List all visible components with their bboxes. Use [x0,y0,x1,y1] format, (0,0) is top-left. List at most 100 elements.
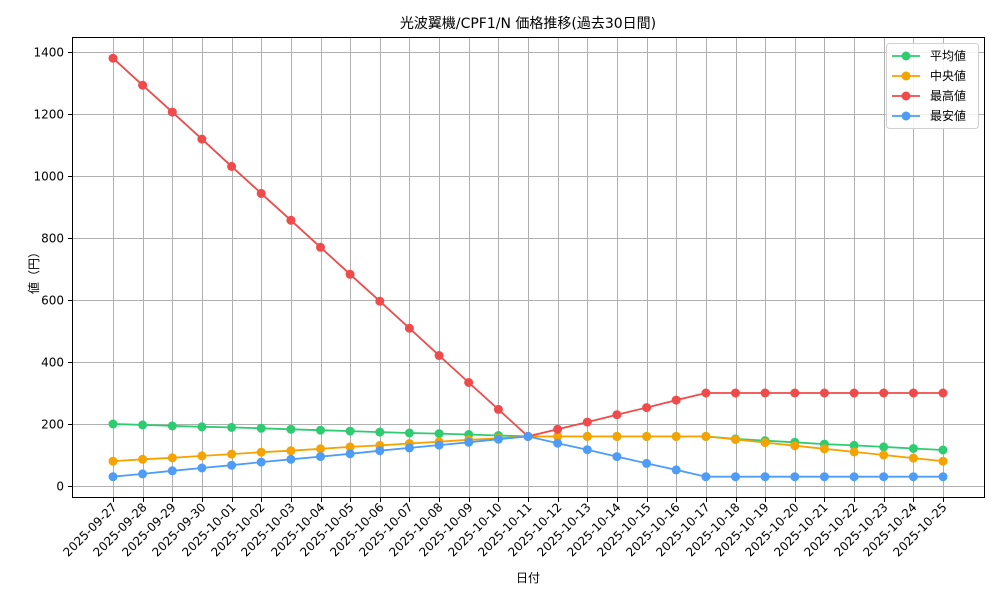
legend-label: 平均値 [930,48,966,63]
data-point [108,456,118,466]
data-point [138,469,148,479]
series-line [108,431,948,482]
data-point [256,457,266,467]
legend-item: 最安値 [892,108,966,123]
data-point [582,417,592,427]
data-point [197,451,207,461]
data-point [582,445,592,455]
x-axis-title: 日付 [516,571,540,585]
data-point [434,429,444,439]
data-point [167,466,177,476]
data-point [286,454,296,464]
legend-label: 中央値 [930,68,966,83]
y-tick-label: 1000 [33,170,64,184]
data-point [345,449,355,459]
data-point [256,188,266,198]
data-point [642,403,652,413]
data-point [375,446,385,456]
data-point [108,472,118,482]
data-point [879,472,889,482]
data-point [879,388,889,398]
y-axis: 0 200 400 600 800 1000 1200 1400 [33,46,73,494]
data-point [167,421,177,431]
y-tick-label: 600 [41,294,64,308]
legend-label: 最安値 [930,108,966,123]
data-point [731,435,740,444]
data-point [849,447,859,457]
data-point [227,161,237,171]
data-point [908,472,918,482]
data-point [908,444,918,453]
data-point [227,422,237,432]
data-point [493,434,503,444]
data-point [316,444,325,454]
data-point [108,419,118,429]
data-point [671,431,681,441]
legend-marker-icon [901,71,911,81]
data-point [553,431,563,441]
data-point [582,431,592,441]
data-point [612,431,622,441]
data-point [849,440,859,450]
series-line [108,53,948,441]
data-point [404,428,414,438]
data-point [345,442,355,452]
data-point [938,445,948,455]
data-point [642,431,652,441]
data-point [908,453,918,463]
grid-lines [72,37,985,498]
legend-marker-icon [901,111,911,121]
data-point [375,296,385,306]
data-point [760,472,770,482]
data-point [879,442,889,452]
data-point [938,388,948,398]
data-point [375,427,385,437]
data-point [434,440,444,450]
data-point [790,441,800,451]
data-point [671,465,681,475]
data-point [612,410,622,420]
data-point [256,447,266,457]
legend-label: 最高値 [930,88,966,103]
data-point [227,449,237,459]
data-point [849,472,859,482]
data-point [316,242,325,252]
data-point [197,134,207,144]
data-point [701,388,711,398]
data-point [345,426,355,436]
y-tick-label: 400 [41,356,64,370]
data-point [938,456,948,466]
data-point [256,423,266,433]
data-point [167,107,177,117]
data-point [819,472,829,482]
data-point [197,463,207,473]
legend-marker-icon [901,91,911,101]
data-point [404,443,414,453]
data-point [790,472,800,482]
legend-box [886,43,979,129]
data-point [760,388,770,398]
data-point [819,388,829,398]
data-point [227,460,237,470]
y-tick-label: 0 [56,480,64,494]
y-tick-label: 1400 [33,46,64,60]
x-axis: 2025-09-272025-09-282025-09-292025-09-30… [60,497,950,559]
data-point [464,378,474,387]
data-point [701,431,711,441]
data-point [819,444,829,454]
data-point [138,420,148,430]
data-point [286,424,296,434]
y-tick-label: 200 [41,418,64,432]
data-point [493,404,503,414]
data-point [345,269,355,279]
data-point [197,422,207,432]
legend-marker-icon [901,51,911,61]
data-point [938,472,948,482]
data-point [701,472,711,482]
data-point [642,458,652,468]
data-point [138,454,148,464]
data-point [138,80,148,90]
y-tick-label: 800 [41,232,64,246]
